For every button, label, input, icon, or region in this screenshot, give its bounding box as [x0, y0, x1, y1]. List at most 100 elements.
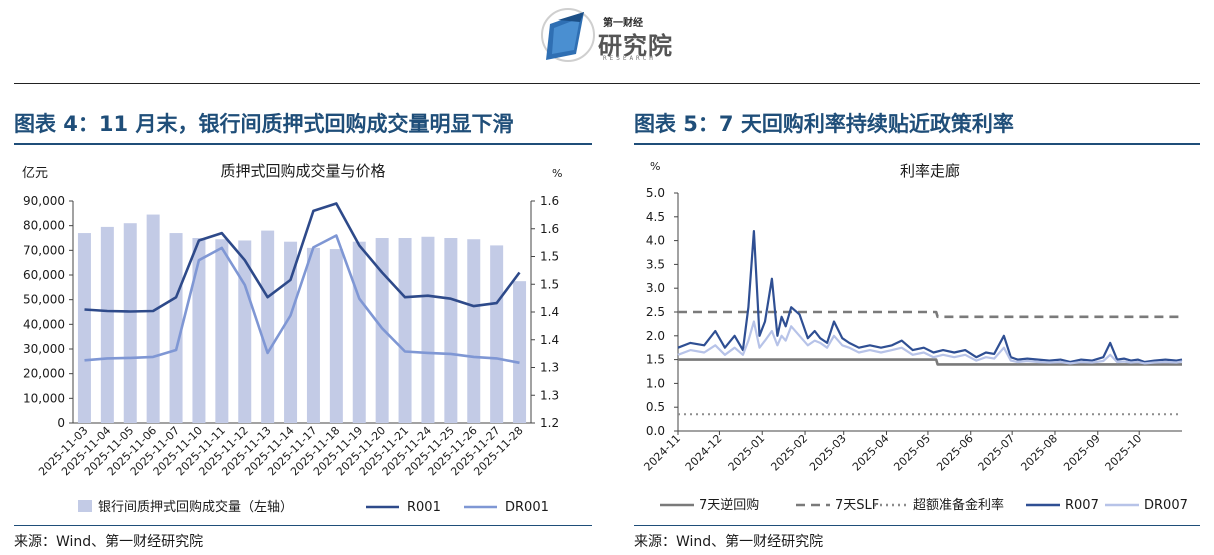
y-left-tick-label: 10,000 [23, 391, 65, 405]
right-source: 来源：Wind、第一财经研究院 [634, 534, 824, 550]
y-right-tick-label: 1.3 [540, 361, 559, 375]
volume-bar [123, 223, 137, 423]
legend-label-4: DR007 [1144, 498, 1188, 513]
volume-bar [169, 233, 183, 423]
legend-label-2: 超额准备金利率 [913, 497, 1004, 513]
logo: 第一财经 研究院 RESEARCH [540, 2, 690, 68]
left-figure-title: 图表 4：11 月末，银行间质押式回购成交量明显下滑 [14, 112, 514, 136]
legend-r001-label: R001 [407, 500, 441, 515]
y-left-tick-label: 60,000 [23, 268, 65, 282]
right-title-rule [634, 143, 1200, 145]
y-left-tick-label: 70,000 [23, 243, 65, 257]
right-panel: 图表 5：7 天回购利率持续贴近政策利率 利率走廊% 0.0 0.5 1.0 1.5 2.… [634, 108, 1200, 555]
y-left-tick-label: 80,000 [23, 219, 65, 233]
y-tick-label: 4.5 [646, 210, 665, 224]
chart-title: 利率走廊 [900, 162, 960, 180]
x-tick-label: 2025-09 [1061, 432, 1103, 474]
volume-bar [421, 236, 435, 423]
x-tick-label: 2024-11 [641, 432, 683, 474]
r007-line [677, 229, 1183, 364]
volume-bar [146, 214, 160, 423]
y-tick-label: 5.0 [646, 186, 665, 200]
x-tick-label: 2025-03 [807, 432, 849, 474]
y-unit: % [650, 160, 660, 173]
x-tick-label: 2025-08 [1018, 432, 1060, 474]
legend-volume-label: 银行间质押式回购成交量（左轴） [98, 499, 293, 515]
x-tick-label: 2025-02 [768, 432, 810, 474]
volume-bar [215, 239, 229, 423]
volume-bar [444, 238, 458, 423]
y-right-tick-label: 1.5 [540, 277, 559, 291]
y-left-tick-label: 90,000 [23, 194, 65, 208]
y-tick-label: 3.5 [646, 257, 665, 271]
dr001-line [84, 234, 520, 365]
y-left-tick-label: 20,000 [23, 367, 65, 381]
volume-bar [192, 238, 206, 423]
y-tick-label: 2.0 [646, 329, 665, 343]
legend-label-3: R007 [1065, 498, 1099, 513]
y-left-tick-label: 30,000 [23, 342, 65, 356]
y-left-tick-label: 50,000 [23, 293, 65, 307]
dr007-line [677, 320, 1183, 365]
y-tick-label: 0.0 [646, 424, 665, 438]
legend-label-1: 7天SLF [835, 498, 879, 513]
y-tick-label: 3.0 [646, 281, 665, 295]
volume-bar [284, 241, 298, 423]
x-tick-label: 2025-04 [850, 432, 892, 474]
left-title-rule [14, 143, 592, 145]
logo-emblem-icon [541, 8, 595, 62]
y-tick-label: 1.0 [646, 376, 665, 390]
volume-bar [490, 245, 504, 423]
slf-line [678, 310, 1182, 319]
x-tick-label: 2025-01 [726, 432, 768, 474]
y-tick-label: 0.5 [646, 400, 665, 414]
left-source-rule [14, 525, 592, 526]
y-left-tick-label: 0 [57, 416, 65, 430]
y-right-tick-label: 1.5 [540, 250, 559, 264]
x-tick-label: 2025-10 [1103, 432, 1145, 474]
y-left-unit: 亿元 [22, 166, 48, 181]
left-source: 来源：Wind、第一财经研究院 [14, 534, 204, 550]
legend-label-0: 7天逆回购 [699, 497, 759, 513]
legend-volume-swatch [78, 500, 92, 512]
r001-line [84, 202, 521, 313]
legend-dr001-label: DR001 [505, 500, 549, 515]
y-right-unit: % [552, 167, 562, 180]
volume-bar [398, 238, 412, 423]
y-right-tick-label: 1.4 [540, 305, 559, 319]
y-tick-label: 2.5 [646, 305, 665, 319]
y-tick-label: 1.5 [646, 353, 665, 367]
right-chart: 利率走廊% 0.0 0.5 1.0 1.5 2.0 2.5 3.0 3.5 4.0 4.5 5.0 20… [641, 160, 1188, 513]
y-tick-label: 4.0 [646, 234, 665, 248]
volume-bar [306, 247, 320, 423]
y-right-tick-label: 1.6 [540, 222, 559, 236]
volume-bar [352, 241, 366, 423]
y-right-tick-label: 1.4 [540, 333, 559, 347]
volume-bar [261, 230, 275, 423]
logo-en-text: RESEARCH [603, 55, 656, 62]
header-rule [14, 83, 1200, 84]
x-tick-label: 2024-12 [683, 432, 725, 474]
right-source-rule [634, 525, 1200, 526]
left-panel: 图表 4：11 月末，银行间质押式回购成交量明显下滑 质押式回购成交量与价格 亿元… [14, 108, 592, 555]
y-right-tick-label: 1.3 [540, 388, 559, 402]
logo-small-text: 第一财经 [603, 18, 643, 29]
y-right-tick-label: 1.6 [540, 194, 559, 208]
right-figure-title: 图表 5：7 天回购利率持续贴近政策利率 [634, 112, 1014, 136]
y-right-tick-label: 1.2 [540, 416, 559, 430]
x-tick-label: 2025-07 [976, 432, 1018, 474]
left-chart: 质押式回购成交量与价格 亿元 % 0 10,000 20,000 30,000 40,000 5… [22, 162, 562, 515]
volume-bar [513, 281, 527, 423]
volume-bar [329, 249, 343, 423]
reverse-repo-line [678, 358, 1182, 366]
logo-big-text: 研究院 [598, 32, 673, 60]
volume-bar [375, 238, 389, 423]
x-tick-label: 2025-06 [934, 432, 976, 474]
volume-bar [100, 226, 114, 423]
volume-bar [467, 239, 481, 423]
volume-bar [77, 233, 91, 423]
volume-bar [238, 240, 252, 423]
y-left-tick-label: 40,000 [23, 317, 65, 331]
chart-title: 质押式回购成交量与价格 [220, 162, 385, 180]
x-tick-label: 2025-05 [891, 432, 933, 474]
